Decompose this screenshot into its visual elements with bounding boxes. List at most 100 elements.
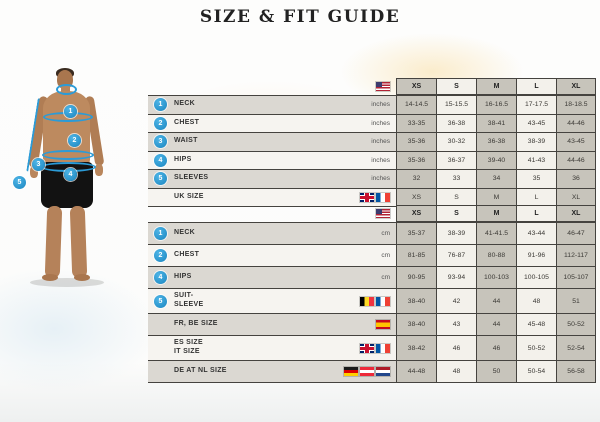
unit-label: inches [326,170,396,188]
size-cell: 52-54 [556,336,596,360]
measure-number-badge: 3 [154,135,167,149]
row-label: WAIST [174,137,198,145]
waist-measure-line [42,150,94,160]
unit-label: cm [326,245,396,266]
column-header-xs: XS [396,78,436,95]
size-cell: 15-15.5 [436,96,476,114]
unit-label: cm [326,223,396,244]
unit-label: inches [326,151,396,169]
badge-neck: 1 [64,105,77,118]
size-cell: 41-43 [516,151,556,169]
size-cell: 44-46 [556,114,596,132]
size-cell: 35-36 [396,151,436,169]
size-cell: 46 [436,336,476,360]
badge-waist: 3 [32,158,45,171]
be-flag [360,296,374,306]
size-cell: 44 [476,289,516,313]
flag-group [326,188,396,206]
size-table-inches: XS S M L XL 1 NECK inches 14-14.5 15-15.5 16-16.5 1… [148,78,596,207]
size-cell: L [516,188,556,206]
row-label: ES size IT size [174,339,203,355]
size-header-row: XS S M L XL [148,205,596,222]
row-label: HIPS [174,273,192,281]
size-cell: 50-52 [556,314,596,335]
at-flag [360,367,374,376]
fr-flag [376,343,390,353]
row-label: UK size [174,192,204,200]
size-row-neck: 1 NECK cm 35-37 38-39 41-41.5 43-44 46-47 [148,223,596,245]
size-cell: 14-14.5 [396,96,436,114]
size-cell: XL [556,188,596,206]
badge-chest: 2 [68,134,81,147]
size-cell: 42 [436,289,476,313]
fr-flag [376,296,390,306]
badge-hips: 4 [64,168,77,181]
size-cell: M [476,188,516,206]
size-cell: 38-42 [396,336,436,360]
size-cell: 44 [476,314,516,335]
de-flag [344,367,358,376]
size-cell: 38-40 [396,289,436,313]
size-cell: 36 [556,170,596,188]
flag-group [326,314,396,335]
size-cell: 36-38 [436,114,476,132]
column-header-l: L [516,78,556,95]
size-cell: 38-39 [436,223,476,244]
column-header-xs: XS [396,205,436,222]
size-cell: 91-96 [516,245,556,266]
size-cell: 81-85 [396,245,436,266]
row-label: Suit- Sleeve [174,292,204,308]
size-row-hips: 4 HIPS cm 90-95 93-94 100-103 100-105 105-107 [148,267,596,289]
size-cell: 46 [476,336,516,360]
measure-number-badge: 4 [154,153,167,167]
flag-group [326,336,396,360]
row-label: HIPS [174,155,192,163]
size-cell: 46-47 [556,223,596,244]
us-flag [376,82,390,91]
size-cell: 43-45 [516,114,556,132]
flag-group [326,289,396,313]
size-cell: 33-35 [396,114,436,132]
column-header-s: S [436,78,476,95]
size-cell: 36-38 [476,133,516,151]
size-row-chest: 2 CHEST inches 33-35 36-38 38-41 43-45 44-46 [148,114,596,133]
size-cell: 18-18.5 [556,96,596,114]
uk-flag [360,192,374,202]
size-cell: 33 [436,170,476,188]
size-cell: 38-39 [516,133,556,151]
unit-label: inches [326,133,396,151]
measure-number-badge: 1 [154,98,167,112]
size-row-suit-: 5 Suit- Sleeve 38-40 42 44 48 51 [148,289,596,314]
size-cell: S [436,188,476,206]
size-cell: 30-32 [436,133,476,151]
nl-flag [376,367,390,376]
size-cell: 43-44 [516,223,556,244]
column-header-xl: XL [556,78,596,95]
size-cell: 76-87 [436,245,476,266]
size-cell: 43 [436,314,476,335]
size-cell: 39-40 [476,151,516,169]
row-label: NECK [174,229,196,237]
size-row-fr-be-size: FR, BE Size 38-40 43 44 45-48 50-52 [148,314,596,336]
size-cell: 50-52 [516,336,556,360]
size-row-es-size: ES size IT size 38-42 46 46 50-52 52-54 [148,336,596,361]
size-cell: 35-37 [396,223,436,244]
measure-number-badge: 5 [154,172,167,186]
size-cell: 100-105 [516,267,556,288]
measure-number-badge: 2 [154,116,167,130]
es-flag [376,320,390,329]
size-row-de-at-nl-size: DE AT NL SIZE 44-48 48 50 50-54 56-58 [148,361,596,383]
size-cell: 48 [516,289,556,313]
unit-label: inches [326,96,396,114]
size-cell: 51 [556,289,596,313]
row-label: FR, BE Size [174,320,218,328]
size-cell: 32 [396,170,436,188]
size-cell: 44-48 [396,361,436,382]
us-flag [376,209,390,218]
size-table-cm: XS S M L XL 1 NECK cm 35-37 38-39 41-41.5 43-44 46-4… [148,205,596,383]
uk-flag [360,343,374,353]
column-header-s: S [436,205,476,222]
measure-number-badge: 5 [154,294,167,308]
row-label: NECK [174,100,196,108]
row-label: DE AT NL SIZE [174,367,227,375]
